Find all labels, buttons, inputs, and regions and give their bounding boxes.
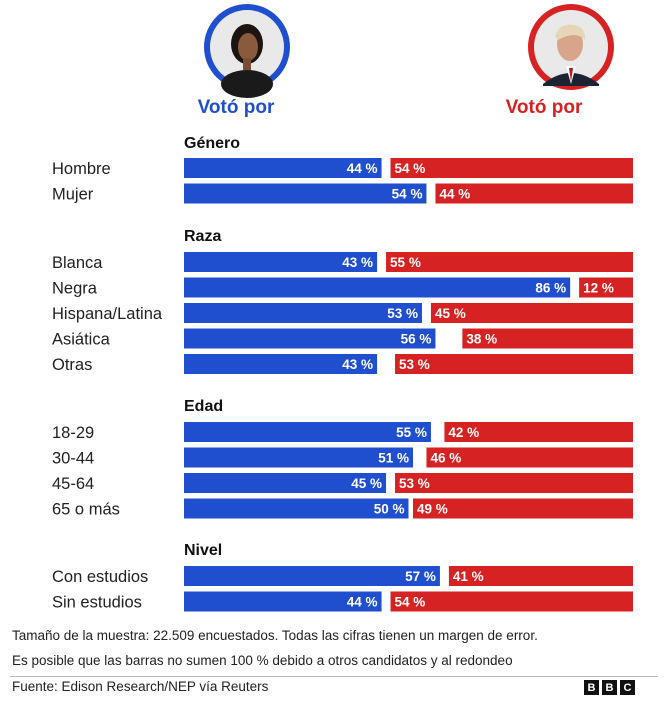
category-label: Sin estudios: [52, 594, 142, 612]
rounding-note: Es posible que las barras no sumen 100 %…: [12, 653, 513, 668]
left-bar: [184, 498, 409, 519]
right-bar: [579, 277, 633, 298]
left-value-label: 43 %: [342, 357, 373, 372]
bbc-logo: B B C: [584, 680, 635, 695]
right-bar: [395, 473, 633, 493]
right-bar: [444, 422, 633, 442]
group-title: Edad: [184, 398, 223, 415]
category-label: Negra: [52, 280, 98, 298]
trump-portrait-icon: [543, 24, 599, 86]
left-bar: [184, 447, 413, 468]
right-bar: [390, 591, 633, 612]
logo-letter: C: [620, 680, 635, 695]
right-value-label: 49 %: [417, 502, 448, 517]
left-bar: [184, 354, 378, 374]
left-bar: [184, 277, 571, 298]
right-value-label: 41 %: [453, 569, 484, 584]
right-value-label: 44 %: [439, 187, 470, 202]
category-label: Otras: [52, 356, 92, 374]
left-bar: [184, 183, 427, 204]
right-bar: [448, 566, 633, 586]
group-title: Raza: [184, 228, 221, 245]
logo-letter: B: [602, 680, 617, 695]
group-title: Género: [184, 135, 240, 152]
left-value-label: 51 %: [378, 451, 409, 466]
right-bar: [412, 498, 633, 519]
left-value-label: 55 %: [396, 425, 427, 440]
category-label: 30-44: [52, 450, 94, 468]
right-value-label: 45 %: [435, 306, 466, 321]
right-bar: [430, 303, 633, 323]
right-value-label: 53 %: [399, 476, 430, 491]
category-label: 65 o más: [52, 501, 120, 519]
right-header-label: Votó por: [506, 97, 583, 118]
category-label: Blanca: [52, 254, 103, 272]
left-bar: [184, 566, 440, 586]
right-value-label: 54 %: [395, 595, 426, 610]
bars-layer: Género Hombre 44 % 54 % Mujer 54 % 44 % Raza Bla…: [52, 135, 633, 612]
sample-note: Tamaño de la muestra: 22.509 encuestados…: [12, 628, 538, 643]
right-bar: [395, 354, 633, 374]
chart: Votó por Votó por Género Hombre 44 % 54 % Mu…: [52, 4, 633, 612]
left-bar: [184, 158, 382, 178]
right-avatar: [528, 4, 614, 90]
left-avatar: [204, 4, 290, 98]
left-value-label: 56 %: [401, 332, 432, 347]
logo-letter: B: [584, 680, 599, 695]
left-value-label: 44 %: [347, 161, 378, 176]
left-value-label: 57 %: [405, 569, 436, 584]
category-label: Asiática: [52, 331, 111, 349]
category-label: 45-64: [52, 475, 94, 493]
right-value-label: 38 %: [466, 332, 497, 347]
left-bar: [184, 303, 422, 323]
right-bar: [426, 447, 633, 468]
right-bar: [386, 252, 633, 272]
source-text: Fuente: Edison Research/NEP vía Reuters: [12, 679, 269, 694]
right-bar: [462, 328, 633, 349]
left-bar: [184, 422, 431, 442]
category-label: Con estudios: [52, 568, 148, 586]
left-value-label: 86 %: [535, 281, 566, 296]
left-value-label: 50 %: [374, 502, 405, 517]
category-label: Hispana/Latina: [52, 305, 163, 323]
right-value-label: 46 %: [430, 451, 461, 466]
category-label: 18-29: [52, 424, 94, 442]
left-bar: [184, 328, 436, 349]
left-value-label: 53 %: [387, 306, 418, 321]
right-value-label: 54 %: [395, 161, 426, 176]
left-bar: [184, 252, 378, 272]
right-bar: [435, 183, 633, 204]
right-value-label: 53 %: [399, 357, 430, 372]
right-bar: [390, 158, 633, 178]
footer-divider: [10, 676, 658, 677]
category-label: Mujer: [52, 186, 94, 204]
left-value-label: 45 %: [351, 476, 382, 491]
left-bar: [184, 473, 387, 493]
group-title: Nivel: [184, 542, 222, 559]
harris-portrait-icon: [221, 24, 273, 98]
right-value-label: 55 %: [390, 255, 421, 270]
right-value-label: 42 %: [448, 425, 479, 440]
category-label: Hombre: [52, 160, 111, 178]
right-value-label: 12 %: [583, 281, 614, 296]
left-value-label: 43 %: [342, 255, 373, 270]
left-value-label: 44 %: [347, 595, 378, 610]
left-header-label: Votó por: [198, 97, 275, 118]
left-value-label: 54 %: [392, 187, 423, 202]
left-bar: [184, 591, 382, 612]
